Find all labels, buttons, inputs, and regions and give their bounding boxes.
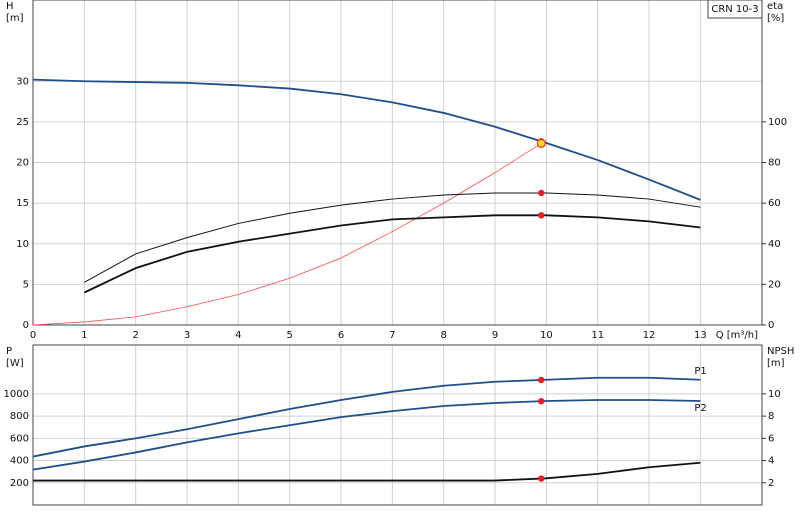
x-tick-label: 3 [184,330,190,341]
y-axis-label: [W] [6,358,24,369]
series-line [83,214,701,294]
plot-frame [32,0,763,326]
x-tick-label: 1 [81,330,87,341]
series-line [32,376,701,458]
series-label: P1 [694,366,706,377]
y-tick-label: 1000 [4,389,29,400]
y2-tick-label: 20 [768,279,781,290]
y-tick-label: 0 [23,320,29,331]
duty-point [538,376,545,384]
x-tick-label: 6 [338,330,344,341]
y-tick-label: 400 [10,456,29,467]
y2-tick-label: 4 [768,456,774,467]
y-tick-label: 800 [10,411,29,422]
duty-point [538,475,545,482]
series-line [32,78,701,201]
series-line [33,461,701,482]
y-tick-label: 25 [16,117,29,128]
y-tick-label: 200 [10,478,29,489]
y2-tick-label: 6 [768,433,774,444]
duty-point [538,398,545,405]
x-tick-label: 13 [694,330,707,341]
y-tick-label: 30 [16,76,29,87]
duty-point [538,212,545,219]
y-tick-label: 10 [16,239,29,250]
y2-tick-label: 80 [768,158,781,169]
x-tick-label: 11 [591,330,604,341]
series-label: P2 [694,403,706,414]
y2-axis-label: [%] [767,13,784,24]
x-axis-label: Q [m³/h] [716,330,758,341]
duty-point [536,138,546,148]
y2-tick-label: 60 [768,198,781,209]
chart-title: CRN 10-3 [711,4,758,15]
series-line [32,139,547,326]
x-tick-label: 8 [441,330,447,341]
x-tick-label: 10 [540,330,553,341]
x-tick-label: 4 [235,330,241,341]
y-axis-label: H [6,1,14,12]
y2-tick-label: 0 [768,320,774,331]
y2-tick-label: 8 [768,411,774,422]
y-tick-label: 15 [16,198,29,209]
y2-tick-label: 2 [768,478,774,489]
duty-point [538,189,545,197]
y-axis-label: P [6,346,12,357]
plot-frame [32,344,763,506]
x-tick-label: 12 [643,330,656,341]
series-line [32,399,701,471]
x-tick-label: 0 [30,330,36,341]
x-tick-label: 9 [492,330,498,341]
x-tick-label: 5 [287,330,293,341]
x-tick-label: 2 [132,330,138,341]
y2-tick-label: 100 [768,117,787,128]
y2-axis-label: [m] [767,358,785,369]
y2-tick-label: 10 [768,389,781,400]
title-box [707,0,763,19]
y-tick-label: 5 [23,279,29,290]
series-line [84,192,701,283]
y-tick-label: 20 [16,158,29,169]
y2-tick-label: 40 [768,239,781,250]
y-axis-label: [m] [6,13,24,24]
y2-axis-label: eta [767,1,783,12]
x-tick-label: 7 [389,330,395,341]
y-tick-label: 600 [10,433,29,444]
y2-axis-label: NPSH [767,346,794,357]
